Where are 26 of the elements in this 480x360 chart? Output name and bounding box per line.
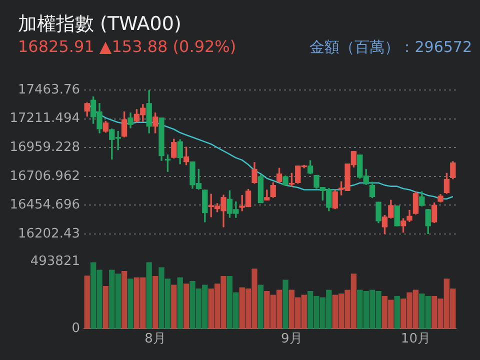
chart-title: 加權指數 (TWA00) [18,12,182,36]
y-tick-label: 16959.228 [10,140,80,155]
x-tick-label: 10月 [400,332,430,347]
x-tick-label: 9月 [281,332,302,347]
bar [282,280,288,329]
bar [183,284,190,329]
bar [128,278,134,329]
y-tick-label: 0 [72,320,80,336]
bar [171,284,177,329]
bar [177,277,183,329]
bar [146,262,152,329]
y-tick-label: 16706.962 [10,168,80,184]
x-tick-label: 8月 [144,332,166,347]
bar [258,284,264,329]
bar [394,296,400,329]
text: 金額（百萬）：296572 [310,37,472,58]
y-tick-label: 17463.76 [18,82,80,98]
bar [102,286,109,329]
y-tick-label: 16202.43 [18,226,80,242]
bar [84,276,90,329]
bar [152,276,158,329]
chart-subtitle: 16825.91 ▲153.88 (0.92%) [18,36,236,58]
bar [121,271,128,329]
y-tick-label: 16454.696 [10,198,80,213]
y-tick-label: 493821 [30,254,80,270]
y-tick-label: 17211.494 [10,111,80,126]
